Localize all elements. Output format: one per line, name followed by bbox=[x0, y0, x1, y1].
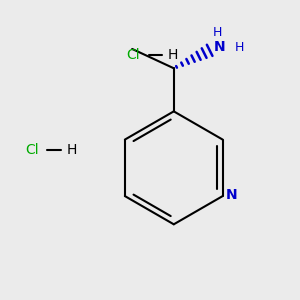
Text: Cl: Cl bbox=[25, 143, 39, 157]
Text: H: H bbox=[168, 48, 178, 62]
Text: H: H bbox=[213, 26, 223, 39]
Text: N: N bbox=[214, 40, 226, 55]
Text: N: N bbox=[226, 188, 237, 202]
Text: H: H bbox=[235, 41, 244, 54]
Text: H: H bbox=[67, 143, 77, 157]
Text: Cl: Cl bbox=[126, 48, 140, 62]
